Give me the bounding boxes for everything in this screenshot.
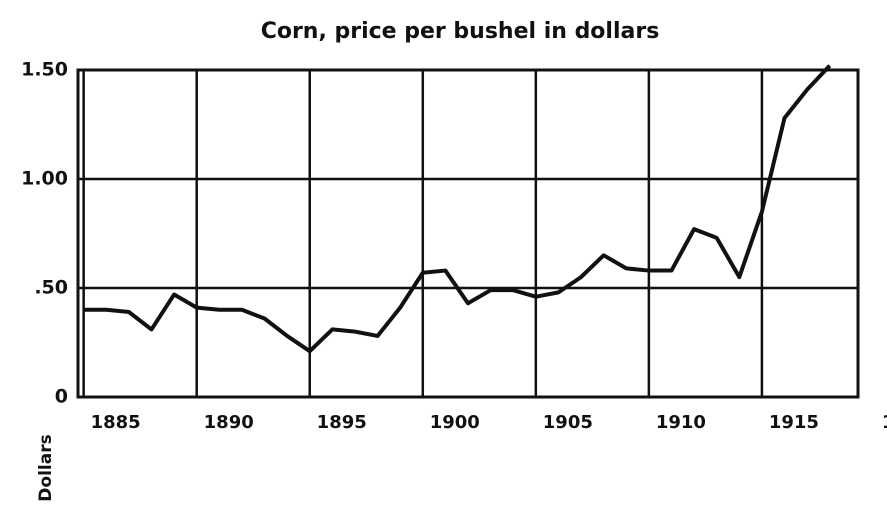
- y-tick-label: 1.50: [21, 59, 68, 81]
- x-tick-label: 1895: [317, 412, 367, 433]
- x-tick-label: 1890: [204, 412, 254, 433]
- x-tick-label: 1920: [882, 412, 887, 433]
- y-axis-label: Dollars: [36, 434, 56, 501]
- x-tick-label: 1885: [91, 412, 141, 433]
- y-tick-label: .50: [34, 277, 68, 299]
- x-tick-label: 1900: [430, 412, 480, 433]
- x-tick-label: 1905: [543, 412, 593, 433]
- y-tick-label: 0: [55, 386, 68, 408]
- x-tick-label: 1915: [769, 412, 819, 433]
- chart-title: Corn, price per bushel in dollars: [261, 19, 660, 44]
- plot-frame: [76, 68, 860, 399]
- x-tick-label: 1910: [656, 412, 706, 433]
- y-tick-label: 1.00: [21, 168, 68, 190]
- data-line: [83, 64, 832, 354]
